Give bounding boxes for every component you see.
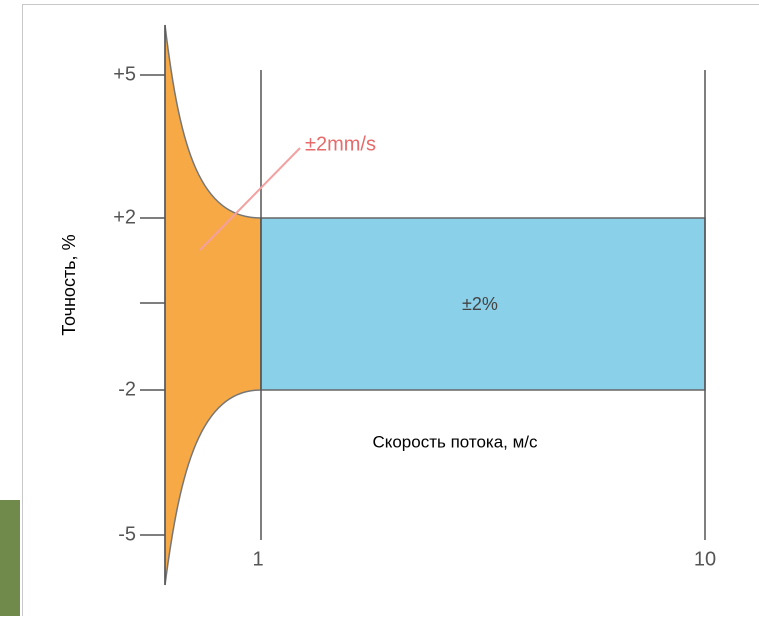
y-tick-label: -5 [118, 523, 136, 545]
page: +5 +2 -2 -5 1 10 Точность, % Скорость по… [0, 0, 759, 616]
y-axis-label: Точность, % [59, 234, 79, 335]
y-tick-label: -2 [118, 378, 136, 400]
x-tick-label: 1 [252, 548, 263, 570]
y-tick-label: +5 [113, 63, 136, 85]
x-tick-label: 10 [694, 548, 716, 570]
background-fragment [0, 500, 20, 616]
diagram: +5 +2 -2 -5 1 10 Точность, % Скорость по… [0, 0, 759, 616]
y-tick-label: +2 [113, 206, 136, 228]
high-flow-annotation: ±2% [462, 294, 498, 314]
low-flow-annotation: ±2mm/s [305, 133, 376, 155]
x-axis-label: Скорость потока, м/с [372, 432, 538, 451]
